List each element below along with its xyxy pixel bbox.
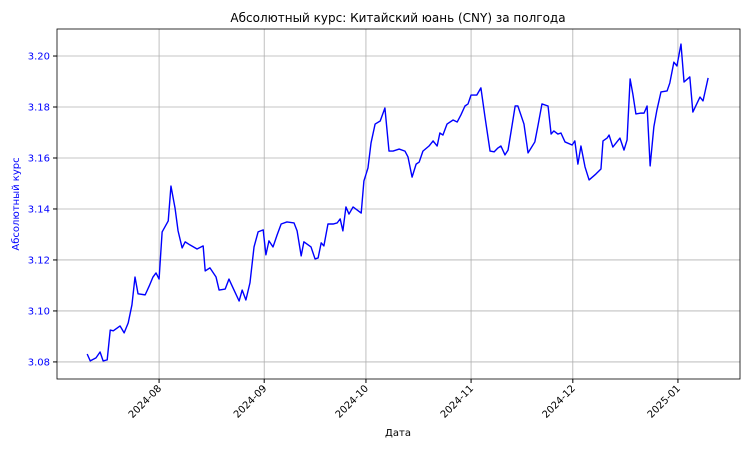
x-tick-label: 2024-11	[439, 383, 476, 420]
y-tick-label: 3.20	[28, 52, 50, 63]
x-tick-label: 2024-12	[541, 383, 578, 420]
plot-frame	[56, 28, 741, 380]
x-tick-label: 2025-01	[646, 383, 683, 420]
y-tick-label: 3.08	[28, 357, 50, 368]
x-axis-label: Дата	[385, 428, 411, 439]
x-tick-label: 2024-10	[334, 383, 371, 420]
x-tick-label: 2024-09	[232, 383, 269, 420]
y-tick-label: 3.18	[28, 103, 50, 114]
price-line	[86, 43, 709, 362]
y-tick-label: 3.16	[28, 153, 50, 164]
y-axis-label: Абсолютный курс	[11, 157, 22, 250]
y-tick-label: 3.12	[28, 255, 50, 266]
y-tick-label: 3.14	[28, 204, 50, 215]
y-tick-label: 3.10	[28, 306, 50, 317]
chart-title: Абсолютный курс: Китайский юань (CNY) за…	[230, 11, 565, 25]
x-tick-label: 2024-08	[127, 383, 164, 420]
